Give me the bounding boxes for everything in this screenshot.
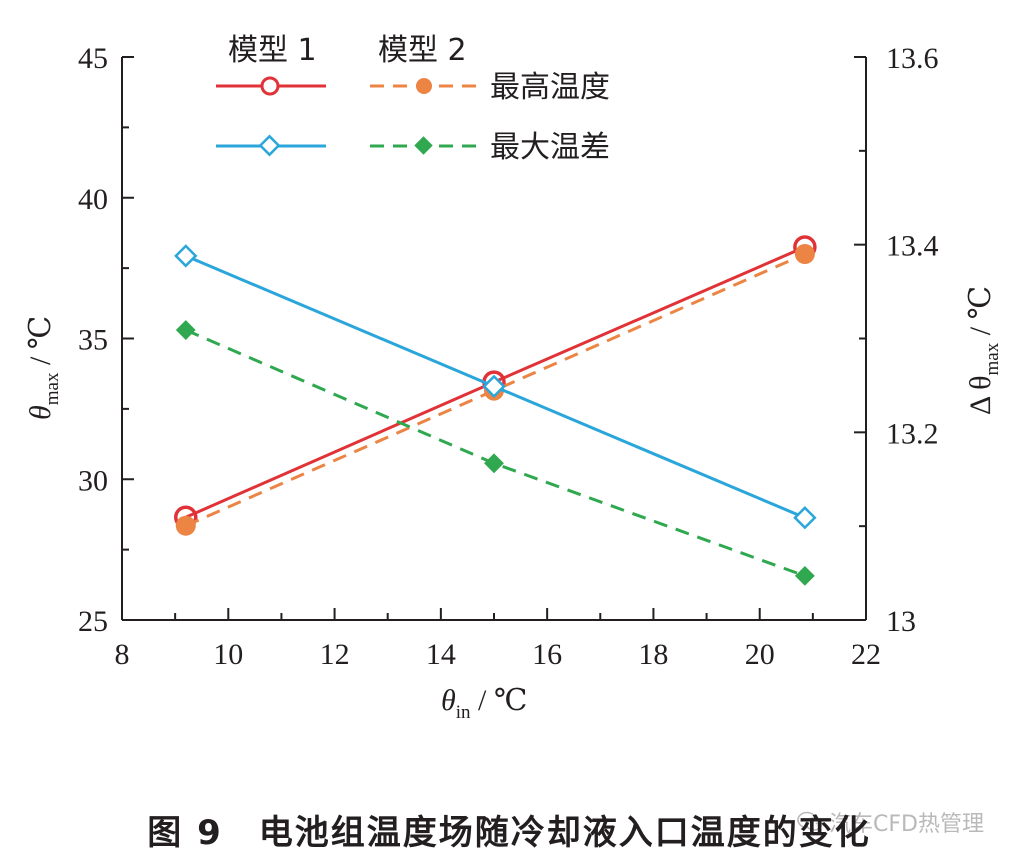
- data-point: [794, 244, 815, 265]
- y-left-axis-title: θmax / ℃: [24, 316, 63, 420]
- data-point: [175, 320, 196, 340]
- x-tick-label: 22: [851, 638, 881, 671]
- x-axis-title: θin / ℃: [441, 684, 527, 723]
- x-tick-label: 16: [532, 638, 562, 671]
- series-3: [175, 320, 815, 586]
- x-tick-label: 18: [638, 638, 668, 671]
- series-layer: [174, 235, 817, 586]
- data-point: [793, 506, 817, 530]
- x-tick-label: 14: [426, 638, 456, 671]
- data-point: [484, 453, 504, 474]
- series-2: [174, 244, 817, 530]
- chart: 8 10 12 14 16 18 20 2225303540451313.213.413.6 …: [24, 33, 1003, 723]
- y-left-tick-label: 40: [78, 183, 108, 216]
- y-right-axis-title: Δ θmax / ℃: [964, 286, 1003, 415]
- y-right-tick-label: 13.6: [886, 42, 939, 75]
- legend-model2-max-temp-marker: [416, 78, 432, 94]
- legend-model1-max-diff-marker: [258, 134, 281, 157]
- x-tick-label: 20: [745, 638, 775, 671]
- y-left-tick-label: 35: [78, 324, 108, 357]
- data-point: [482, 374, 506, 399]
- legend-model2-max-diff-marker: [414, 136, 433, 155]
- legend-model1-max-temp-marker: [260, 76, 280, 96]
- watermark: 汽车CFD热管理: [797, 806, 984, 838]
- x-tick-label: 12: [320, 638, 350, 671]
- legend-model2-header: 模型 2: [378, 33, 467, 68]
- ticks: 8 10 12 14 16 18 20 22 25 30 35 40 45 13 13.2 13.4 13.6: [78, 42, 939, 671]
- y-left-tick-label: 30: [78, 464, 108, 497]
- data-point: [175, 515, 196, 536]
- x-tick-label: 10: [213, 638, 243, 671]
- y-right-tick-label: 13.4: [886, 230, 939, 263]
- y-right-tick-label: 13: [886, 605, 916, 638]
- figure-caption: 图 9 电池组温度场随冷却液入口温度的变化: [147, 813, 871, 853]
- y-left-tick-label: 25: [78, 605, 108, 638]
- legend-max-temp-label: 最高温度: [490, 70, 610, 105]
- legend-model1-header: 模型 1: [228, 33, 317, 68]
- series-line: [185, 252, 806, 528]
- data-point: [794, 565, 815, 586]
- x-tick-label: 8: [115, 638, 130, 671]
- watermark-text: 汽车CFD热管理: [829, 812, 984, 837]
- y-right-tick-label: 13.2: [886, 417, 939, 450]
- wechat-icon: [797, 811, 823, 831]
- legend-max-diff-label: 最大温差: [490, 130, 610, 165]
- data-point: [174, 244, 198, 268]
- legend: 模型 1 模型 2 最高温度 最大温差: [216, 33, 610, 165]
- series-line: [185, 328, 806, 578]
- y-left-tick-label: 45: [78, 42, 108, 75]
